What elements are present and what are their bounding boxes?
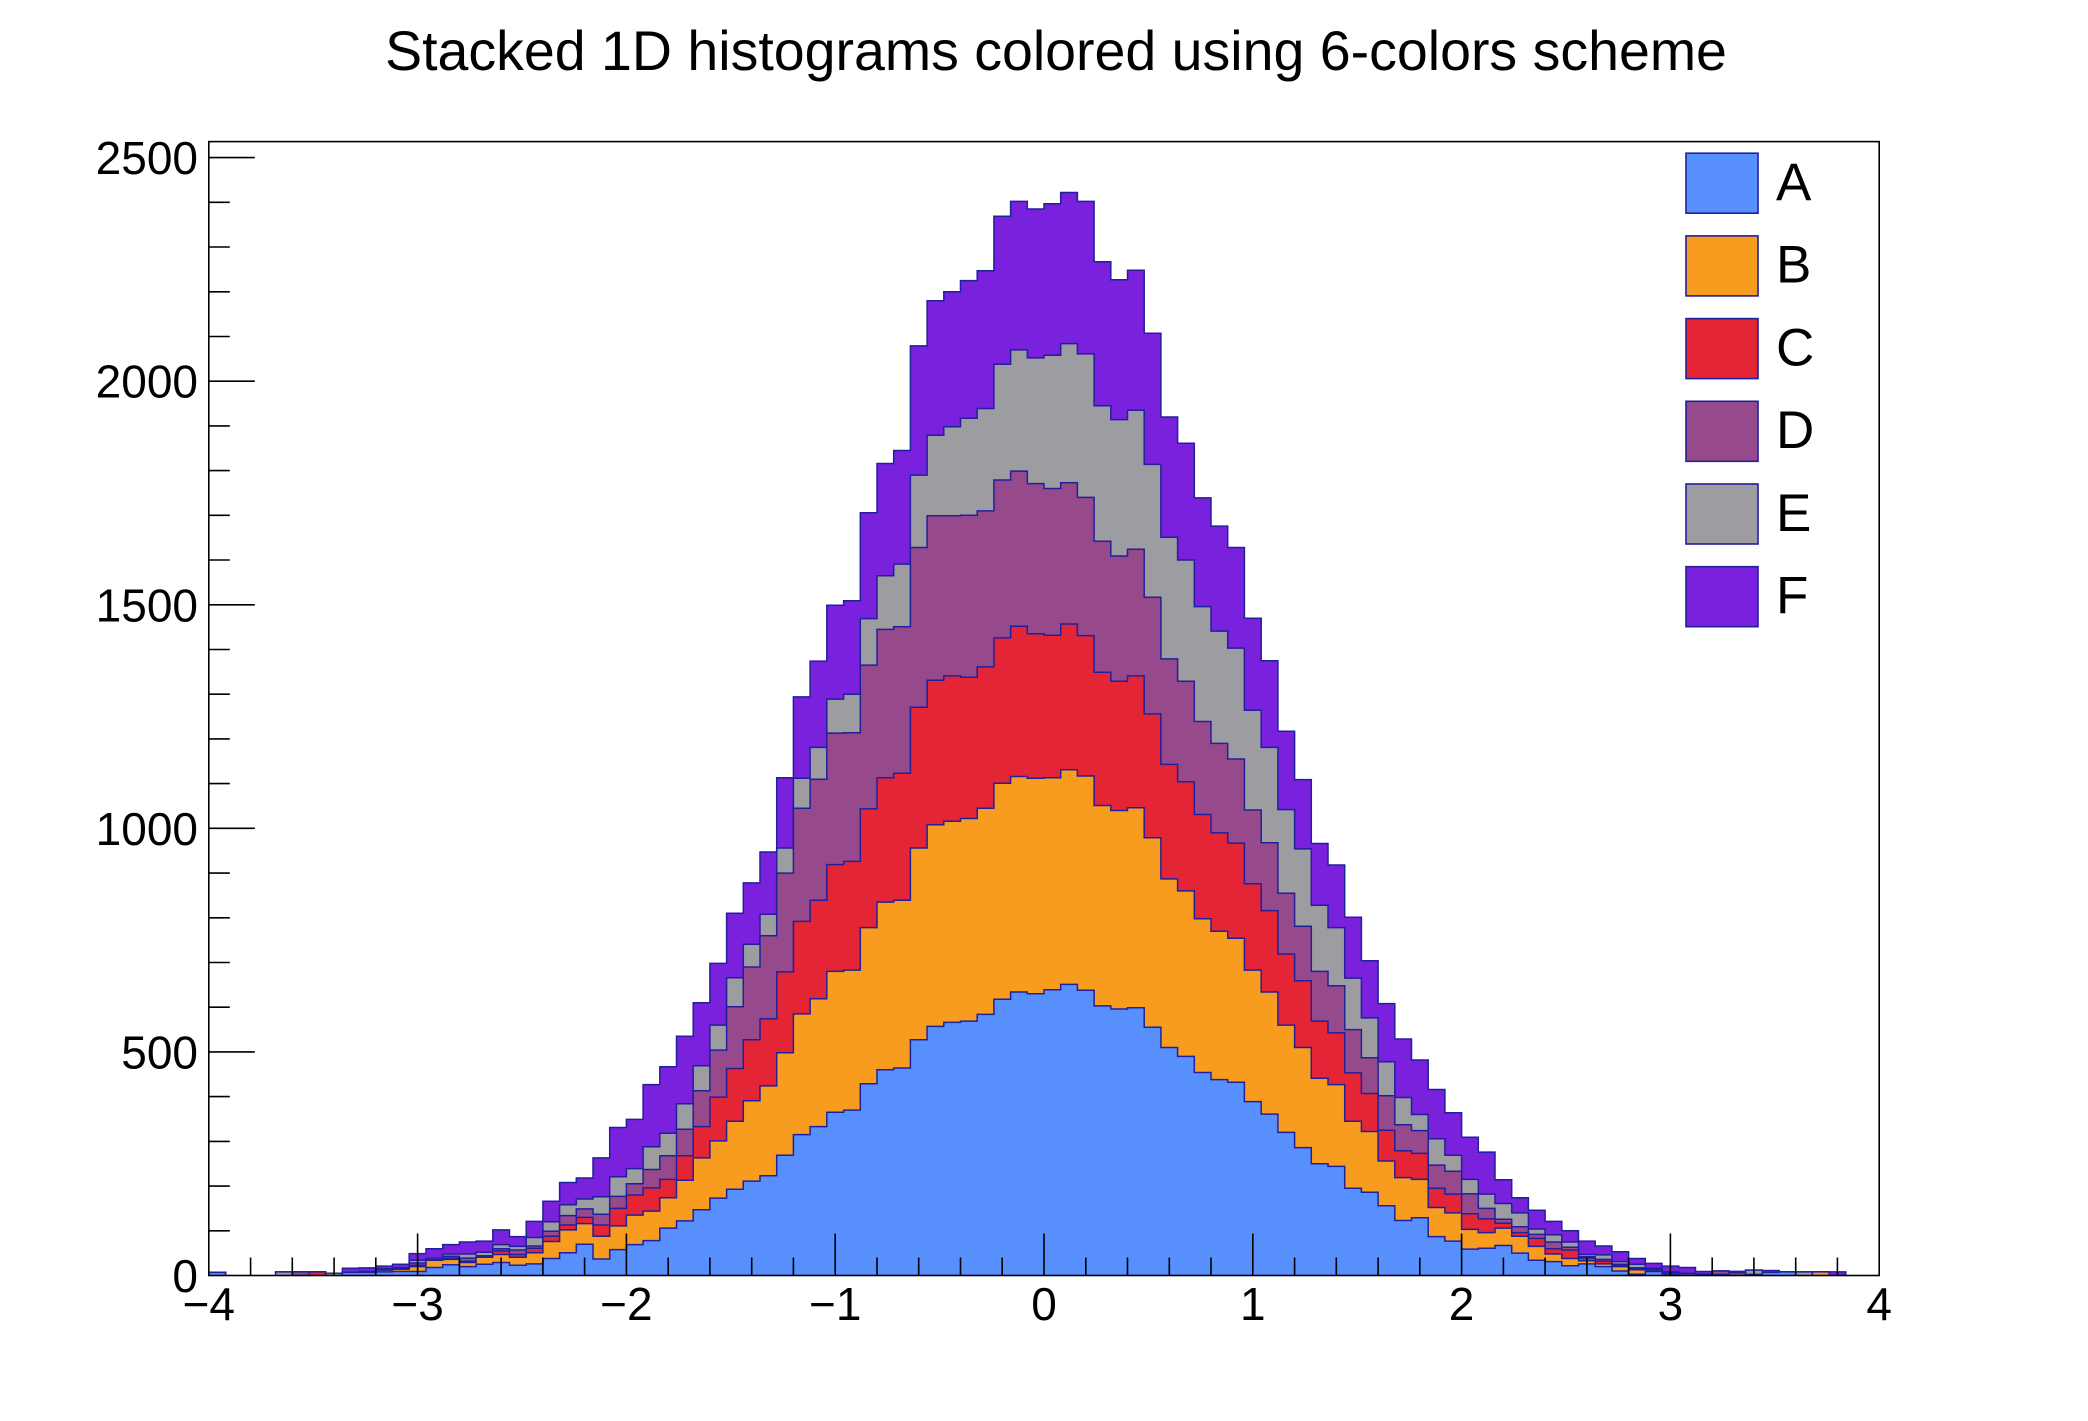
svg-text:E: E (1776, 484, 1811, 543)
svg-text:1: 1 (1240, 1278, 1266, 1330)
svg-text:−2: −2 (600, 1278, 652, 1330)
svg-text:−3: −3 (391, 1278, 443, 1330)
svg-text:−4: −4 (183, 1278, 235, 1330)
svg-text:A: A (1776, 153, 1812, 212)
svg-text:F: F (1776, 567, 1808, 626)
svg-text:C: C (1776, 318, 1814, 377)
svg-text:0: 0 (1031, 1278, 1057, 1330)
svg-text:2500: 2500 (96, 132, 198, 184)
svg-text:1500: 1500 (96, 579, 198, 631)
svg-text:500: 500 (121, 1026, 198, 1078)
svg-text:0: 0 (172, 1250, 198, 1302)
svg-text:4: 4 (1866, 1278, 1892, 1330)
svg-text:D: D (1776, 401, 1814, 460)
svg-text:3: 3 (1658, 1278, 1684, 1330)
svg-text:Stacked 1D histograms colored: Stacked 1D histograms colored using 6-co… (385, 20, 1727, 82)
svg-text:−1: −1 (809, 1278, 861, 1330)
svg-text:B: B (1776, 236, 1811, 295)
svg-text:1000: 1000 (96, 803, 198, 855)
svg-text:2000: 2000 (96, 356, 198, 408)
svg-text:2: 2 (1449, 1278, 1475, 1330)
